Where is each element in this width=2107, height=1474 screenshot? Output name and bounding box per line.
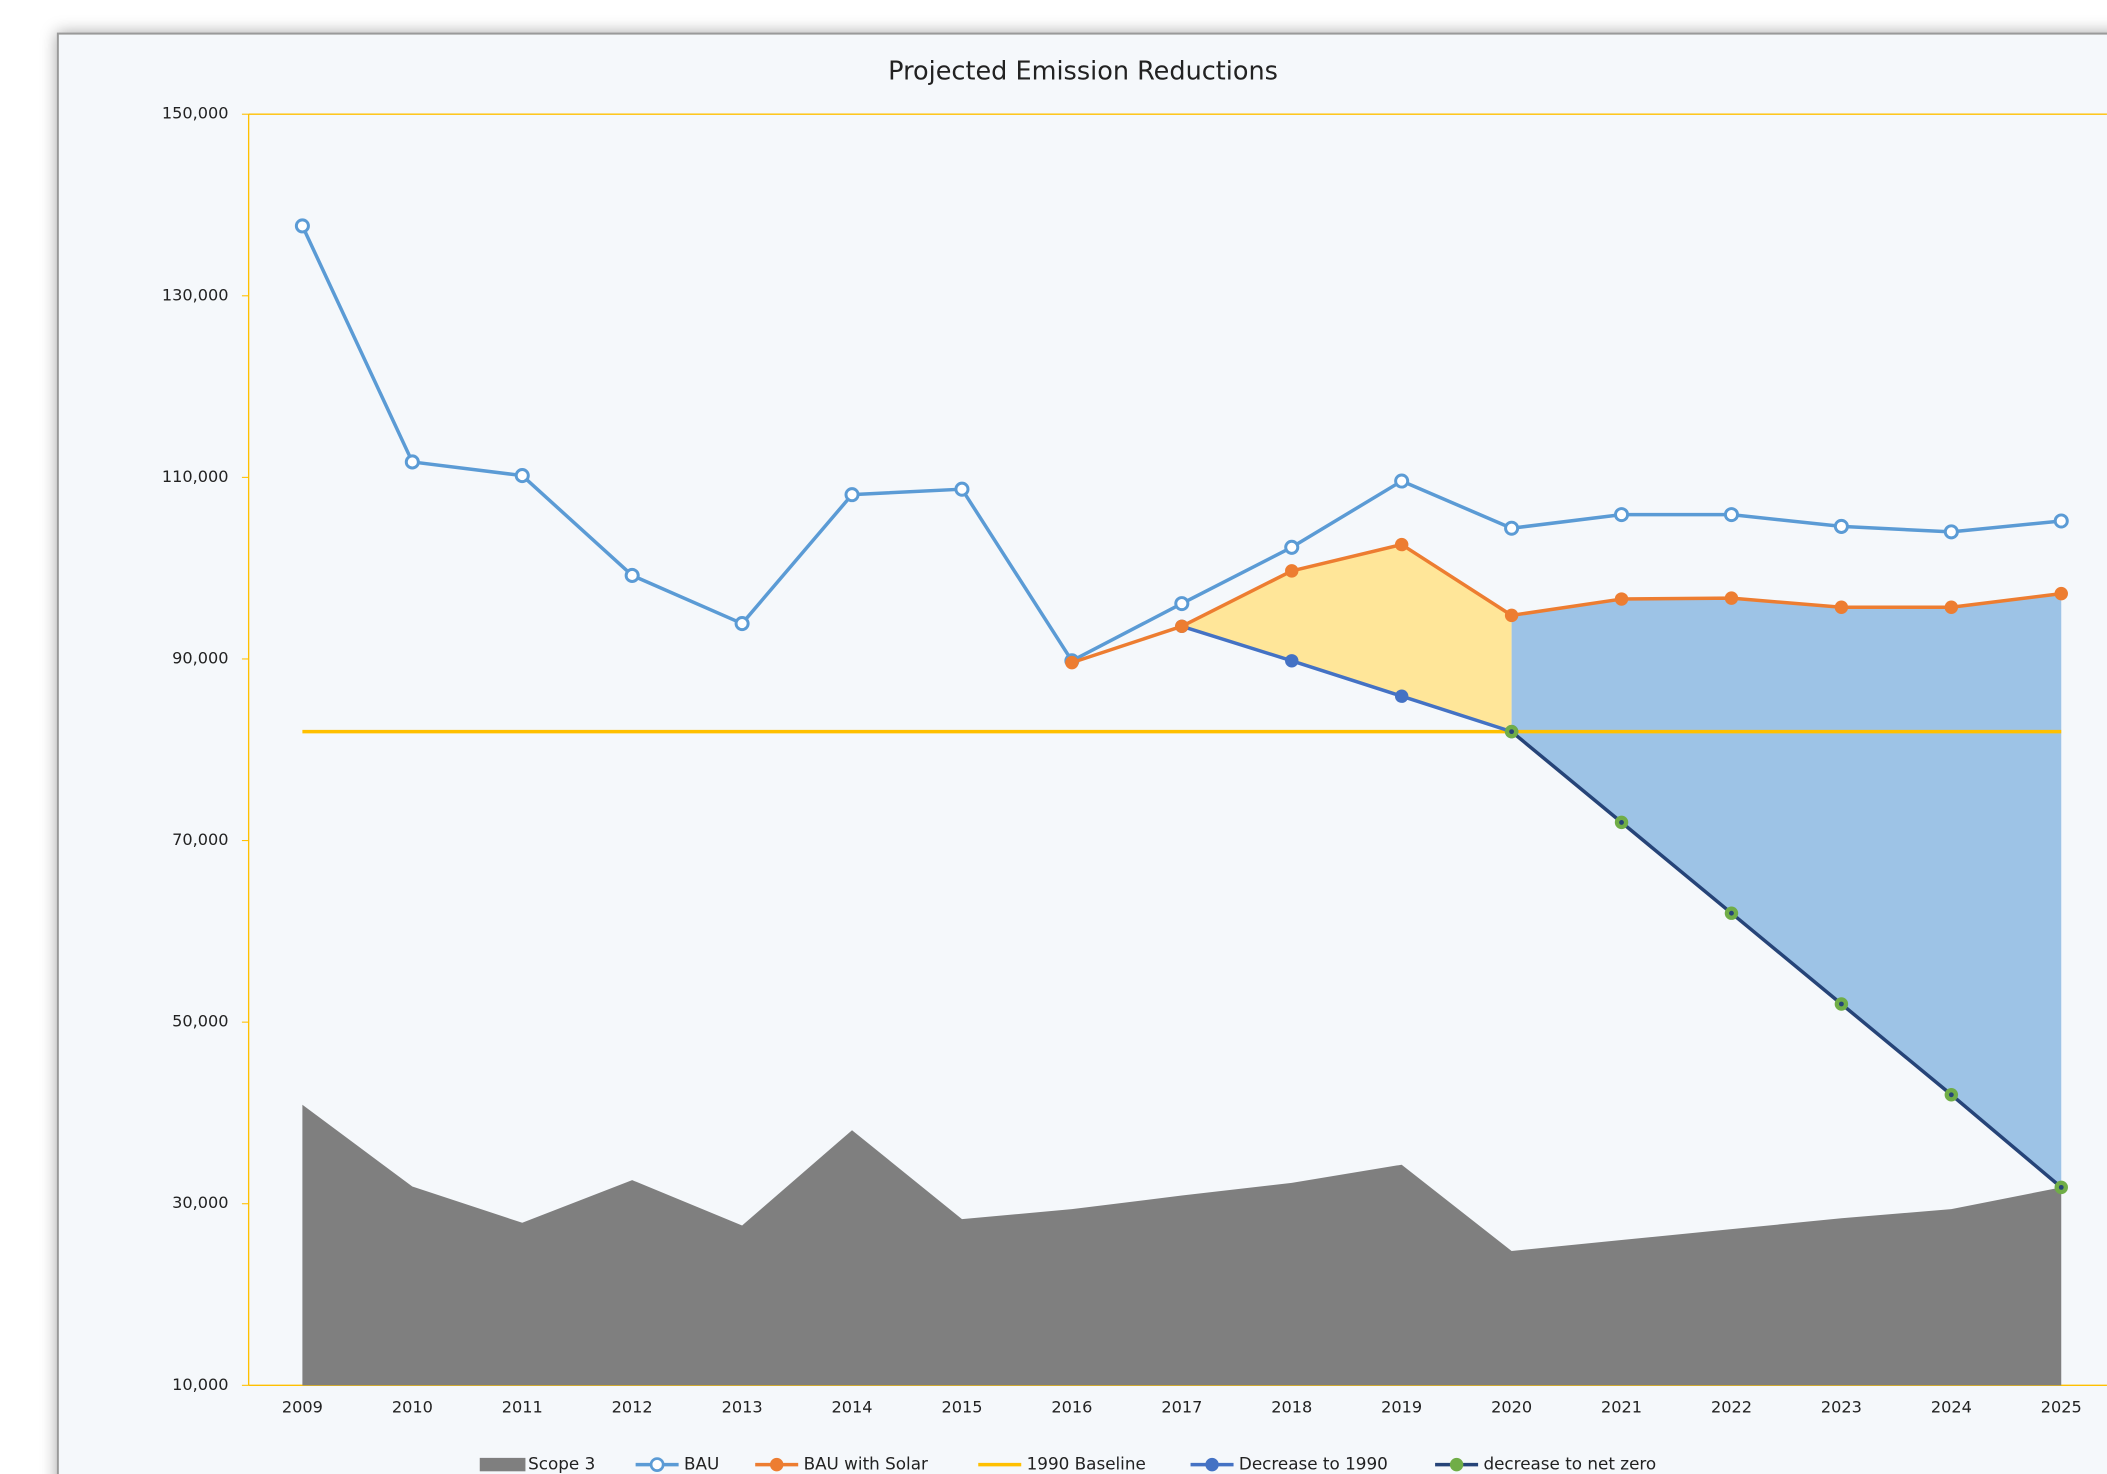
x-tick-label: 2009 (282, 1398, 323, 1417)
line (1181, 624, 1513, 734)
legend-label: BAU with Solar (804, 1454, 928, 1474)
marker (1834, 600, 1849, 614)
marker-center (1729, 910, 1734, 916)
gap-fill (1511, 593, 2062, 1188)
x-tick-label: 2017 (1161, 1398, 1202, 1417)
marker (734, 616, 750, 632)
marker (1943, 524, 1959, 540)
marker (404, 454, 420, 470)
marker (1285, 564, 1299, 578)
chart-title: Projected Emission Reductions (888, 57, 1278, 87)
marker (624, 567, 640, 583)
marker (514, 468, 530, 484)
marker (1285, 654, 1299, 668)
legend-marker (1205, 1457, 1219, 1472)
legend-label: Decrease to 1990 (1239, 1454, 1388, 1474)
y-tick-label: 90,000 (172, 648, 228, 667)
marker (1394, 537, 1409, 552)
x-tick-label: 2021 (1601, 1398, 1642, 1417)
marker (954, 481, 970, 497)
x-tick-label: 2018 (1271, 1398, 1312, 1417)
marker-center (1948, 1092, 1954, 1098)
marker (1174, 596, 1190, 612)
marker (1394, 473, 1410, 489)
x-tick-label: 2013 (722, 1398, 763, 1417)
y-tick-label: 50,000 (172, 1012, 228, 1031)
legend-label: BAU (684, 1454, 719, 1474)
marker (1614, 507, 1630, 523)
marker (2054, 586, 2068, 601)
marker (1723, 507, 1739, 523)
marker (1724, 591, 1739, 605)
legend-swatch (479, 1457, 526, 1472)
marker (1065, 655, 1079, 670)
area (302, 1104, 2062, 1386)
x-tick-label: 2012 (612, 1398, 653, 1417)
legend-label: 1990 Baseline (1027, 1454, 1146, 1474)
marker (294, 218, 310, 234)
x-tick-label: 2020 (1491, 1398, 1532, 1417)
legend-marker (1449, 1457, 1464, 1472)
y-tick-label: 110,000 (162, 467, 229, 486)
legend-label: Scope 3 (528, 1454, 595, 1474)
x-tick-label: 2024 (1931, 1398, 1972, 1417)
y-tick-label: 130,000 (162, 285, 229, 304)
line (1510, 730, 2063, 1189)
marker (1284, 539, 1300, 555)
y-tick-label: 10,000 (172, 1375, 228, 1394)
gap-fill (1181, 544, 1512, 732)
marker-center (1838, 1001, 1844, 1007)
y-tick-label: 150,000 (162, 104, 229, 123)
marker (1504, 608, 1519, 623)
marker (1614, 592, 1629, 606)
x-tick-label: 2025 (2041, 1398, 2082, 1417)
marker (1944, 600, 1959, 614)
y-tick-label: 30,000 (172, 1193, 228, 1212)
marker-center (1509, 729, 1515, 735)
marker (1504, 520, 1520, 536)
marker (1175, 619, 1189, 634)
x-tick-label: 2019 (1381, 1398, 1422, 1417)
line (1071, 542, 2062, 665)
x-tick-label: 2011 (502, 1398, 543, 1417)
x-tick-label: 2022 (1711, 1398, 1752, 1417)
marker (844, 487, 860, 503)
x-tick-label: 2015 (941, 1398, 982, 1417)
legend-marker (769, 1457, 784, 1472)
legend-marker (649, 1457, 665, 1472)
plot: 10,000 30,000 50,000 70,000 90,000 110,000 130… (162, 104, 2107, 1474)
marker (1394, 689, 1409, 703)
x-tick-label: 2014 (832, 1398, 873, 1417)
marker (2053, 513, 2069, 529)
y-tick-label: 70,000 (172, 830, 228, 849)
x-tick-label: 2023 (1821, 1398, 1862, 1417)
marker-center (1619, 819, 1624, 825)
x-tick-label: 2016 (1051, 1398, 1092, 1417)
marker-center (2058, 1184, 2064, 1190)
legend-label: decrease to net zero (1483, 1454, 1656, 1474)
marker (1833, 518, 1849, 534)
x-tick-label: 2010 (392, 1398, 433, 1417)
